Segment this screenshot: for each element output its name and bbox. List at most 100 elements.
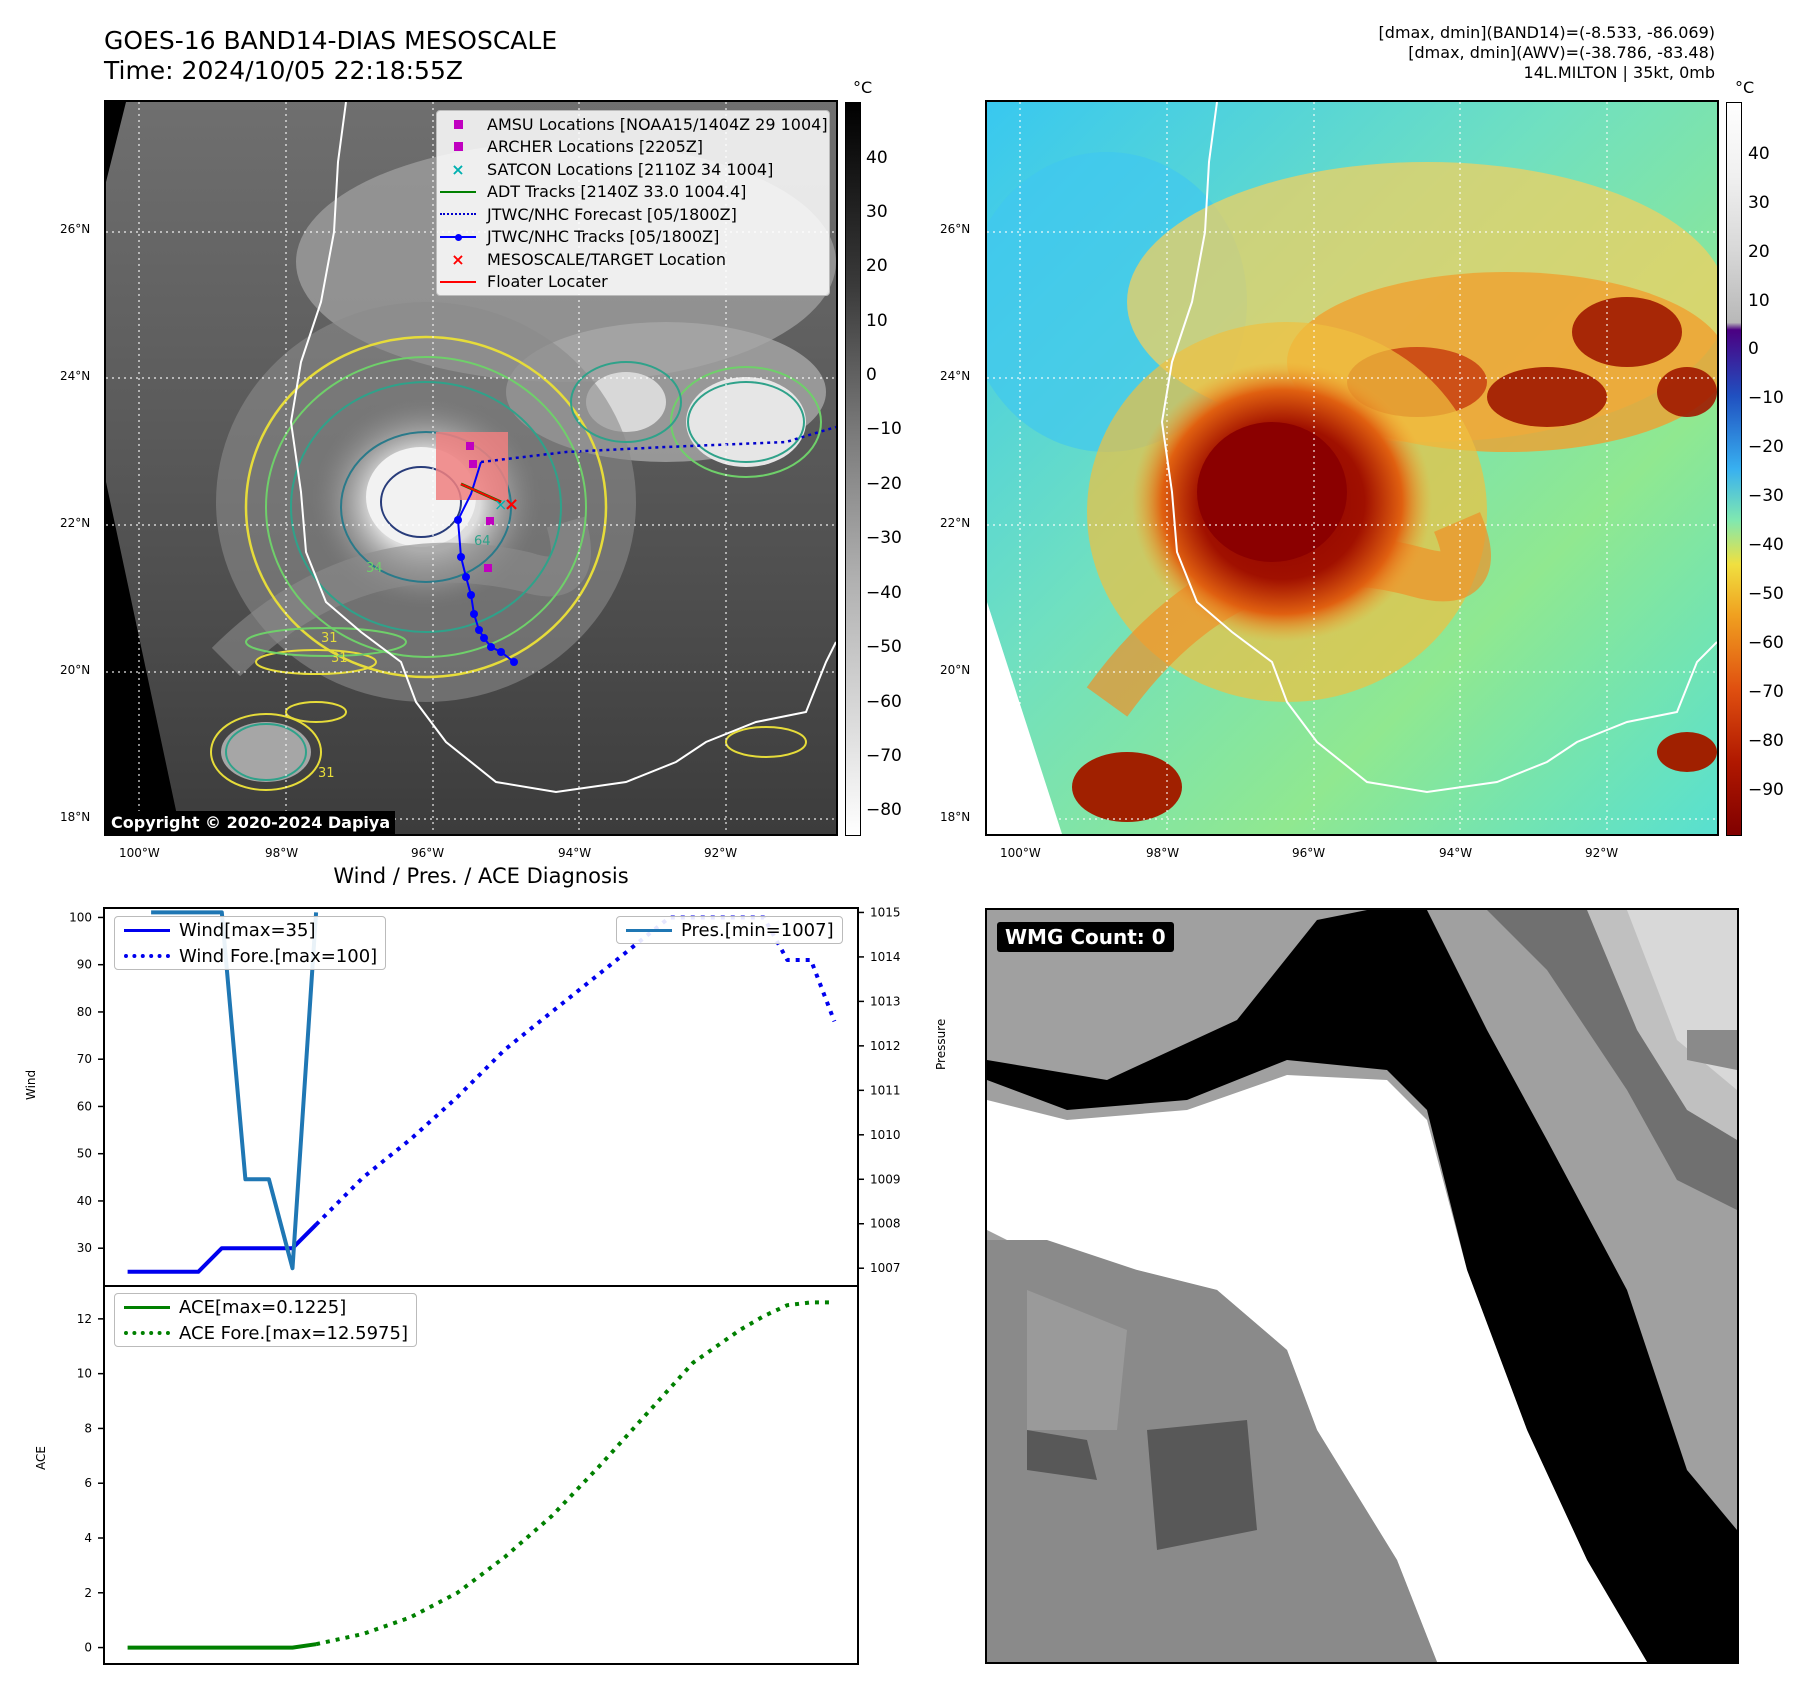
- copyright-badge: Copyright © 2020-2024 Dapiya: [106, 811, 396, 834]
- legend-item: Wind Fore.[max=100]: [115, 943, 385, 969]
- svg-text:×: ×: [494, 495, 507, 514]
- ace-series-0: [127, 1642, 317, 1650]
- legend-item: AMSU Locations [NOAA15/1404Z 29 1004]: [437, 113, 829, 136]
- legend-item: ARCHER Locations [2205Z]: [437, 136, 829, 159]
- y-tick-label: 4: [84, 1531, 92, 1545]
- y-tick-label: 100: [69, 910, 92, 924]
- dotted-line-icon: [124, 954, 170, 958]
- wind-series-1: [314, 915, 837, 1227]
- awv-map: [985, 100, 1719, 836]
- lat-label: 26°N: [60, 222, 91, 236]
- awv-image: [987, 102, 1717, 834]
- wmg-image: [987, 910, 1737, 1662]
- legend-item: JTWC/NHC Tracks [05/1800Z]: [437, 226, 829, 249]
- legend-item: ACE[max=0.1225]: [115, 1294, 416, 1320]
- y-tick-label: 90: [77, 958, 92, 972]
- x-marker-icon: ×: [451, 249, 465, 269]
- wmg-count-badge: WMG Count: 0: [997, 922, 1174, 952]
- dotted-line-icon: [124, 1331, 170, 1335]
- contour-label: 31: [318, 766, 335, 781]
- y-tick-label: 80: [77, 1005, 92, 1019]
- info-line-1: [dmax, dmin](BAND14)=(-8.533, -86.069): [1378, 23, 1715, 42]
- diagnosis-title: Wind / Pres. / ACE Diagnosis: [333, 864, 629, 888]
- lat-label: 24°N: [940, 369, 971, 383]
- lon-label: 98°W: [1146, 846, 1180, 860]
- intensity-info: [dmax, dmin](BAND14)=(-8.533, -86.069) […: [1379, 23, 1715, 83]
- y-tick-label: 1013: [870, 994, 901, 1008]
- y-tick-label: 40: [77, 1194, 92, 1208]
- y-tick-label: 60: [77, 1099, 92, 1113]
- lon-label: 100°W: [119, 846, 160, 860]
- lat-label: 24°N: [60, 369, 91, 383]
- ace-legend: ACE[max=0.1225] ACE Fore.[max=12.5975]: [114, 1293, 417, 1347]
- y-tick-label: 50: [77, 1147, 92, 1161]
- x-marker-icon: ×: [451, 159, 465, 179]
- wind-legend: Wind[max=35] Wind Fore.[max=100]: [114, 916, 387, 970]
- y-tick-label: 1011: [870, 1083, 901, 1097]
- contour-label: 31: [331, 651, 348, 666]
- wind-series-0: [127, 1223, 318, 1274]
- y-tick-label: 8: [84, 1421, 92, 1435]
- legend-item: ADT Tracks [2140Z 33.0 1004.4]: [437, 181, 829, 204]
- title-line-1: GOES-16 BAND14-DIAS MESOSCALE: [104, 26, 558, 55]
- info-line-3: 14L.MILTON | 35kt, 0mb: [1523, 63, 1715, 82]
- contour-label: 64: [474, 534, 491, 549]
- wmg-panel: WMG Count: 0: [985, 908, 1739, 1664]
- info-line-2: [dmax, dmin](AWV)=(-38.786, -83.48): [1408, 43, 1715, 62]
- y-tick-label: 1010: [870, 1128, 901, 1142]
- y-tick-label: 1014: [870, 950, 901, 964]
- dotted-line-icon: [440, 213, 476, 216]
- band14-map: × × 31 34 64 31 31 AMSU Locations [NOAA: [104, 100, 838, 836]
- ace-series-1: [315, 1300, 835, 1647]
- legend-item: Pres.[min=1007]: [617, 917, 842, 943]
- y-tick-label: 70: [77, 1052, 92, 1066]
- legend-item: ACE Fore.[max=12.5975]: [115, 1320, 416, 1346]
- lat-label: 20°N: [60, 663, 91, 677]
- y-tick-label: 1009: [870, 1172, 901, 1186]
- lon-label: 92°W: [1585, 846, 1619, 860]
- y-tick-label: 1015: [870, 905, 901, 919]
- awv-colorbar: [1726, 102, 1742, 836]
- grayscale-colorbar: [845, 102, 861, 836]
- lon-label: 92°W: [704, 846, 738, 860]
- lat-label: 20°N: [940, 663, 971, 677]
- legend-item: JTWC/NHC Forecast [05/1800Z]: [437, 203, 829, 226]
- lat-label: 18°N: [940, 810, 971, 824]
- lat-label: 26°N: [940, 222, 971, 236]
- square-marker-icon: [453, 119, 463, 129]
- contour-label: 31: [321, 631, 338, 646]
- lon-label: 96°W: [411, 846, 445, 860]
- lat-label: 22°N: [940, 516, 971, 530]
- y-tick-label: 1012: [870, 1039, 901, 1053]
- page-title: GOES-16 BAND14-DIAS MESOSCALE Time: 2024…: [104, 26, 557, 86]
- line-icon: [124, 928, 170, 932]
- y-tick-label: 0: [84, 1641, 92, 1655]
- y-tick-label: 2: [84, 1586, 92, 1600]
- pressure-series-0: [151, 910, 319, 1271]
- colorbar-unit: °C: [853, 78, 873, 97]
- lon-label: 94°W: [558, 846, 592, 860]
- legend-item: Wind[max=35]: [115, 917, 385, 943]
- y-tick-label: 10: [77, 1367, 92, 1381]
- lon-label: 94°W: [1439, 846, 1473, 860]
- pressure-legend: Pres.[min=1007]: [616, 916, 843, 944]
- y-tick-label: 1008: [870, 1217, 901, 1231]
- lon-label: 100°W: [1000, 846, 1041, 860]
- map-legend: AMSU Locations [NOAA15/1404Z 29 1004] AR…: [436, 110, 830, 296]
- lon-label: 98°W: [265, 846, 299, 860]
- lon-label: 96°W: [1292, 846, 1326, 860]
- lat-label: 18°N: [60, 810, 91, 824]
- colorbar-unit: °C: [1735, 78, 1755, 97]
- y-tick-label: 1007: [870, 1261, 901, 1275]
- line-icon: [440, 190, 476, 193]
- ace-axes-frame: [103, 1285, 859, 1665]
- y-tick-label: 6: [84, 1476, 92, 1490]
- square-marker-icon: [453, 142, 463, 152]
- y-tick-label: 30: [77, 1241, 92, 1255]
- line-icon: [626, 928, 672, 932]
- y-tick-label: 12: [77, 1312, 92, 1326]
- contour-label: 34: [366, 561, 383, 576]
- line-icon: [440, 280, 476, 283]
- title-line-2: Time: 2024/10/05 22:18:55Z: [104, 56, 463, 85]
